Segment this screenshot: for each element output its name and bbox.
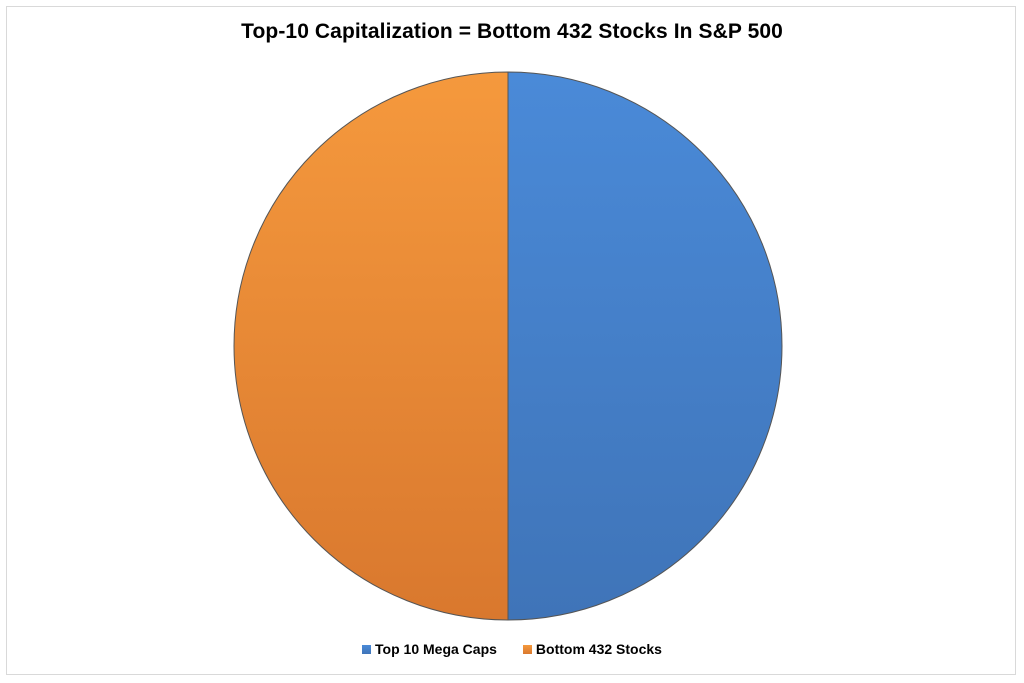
chart-legend: Top 10 Mega Caps Bottom 432 Stocks: [0, 641, 1024, 657]
chart-title: Top-10 Capitalization = Bottom 432 Stock…: [241, 20, 783, 43]
pie-slice-top-10: [507, 71, 783, 621]
legend-item-bottom-432: Bottom 432 Stocks: [522, 641, 662, 657]
legend-swatch-bottom-432: [522, 644, 532, 654]
legend-label-bottom-432: Bottom 432 Stocks: [535, 641, 662, 657]
legend-swatch-top-10: [362, 644, 372, 654]
pie-slice-bottom-432: [233, 71, 509, 621]
legend-label-top-10: Top 10 Mega Caps: [375, 641, 497, 657]
legend-item-top-10: Top 10 Mega Caps: [362, 641, 497, 657]
